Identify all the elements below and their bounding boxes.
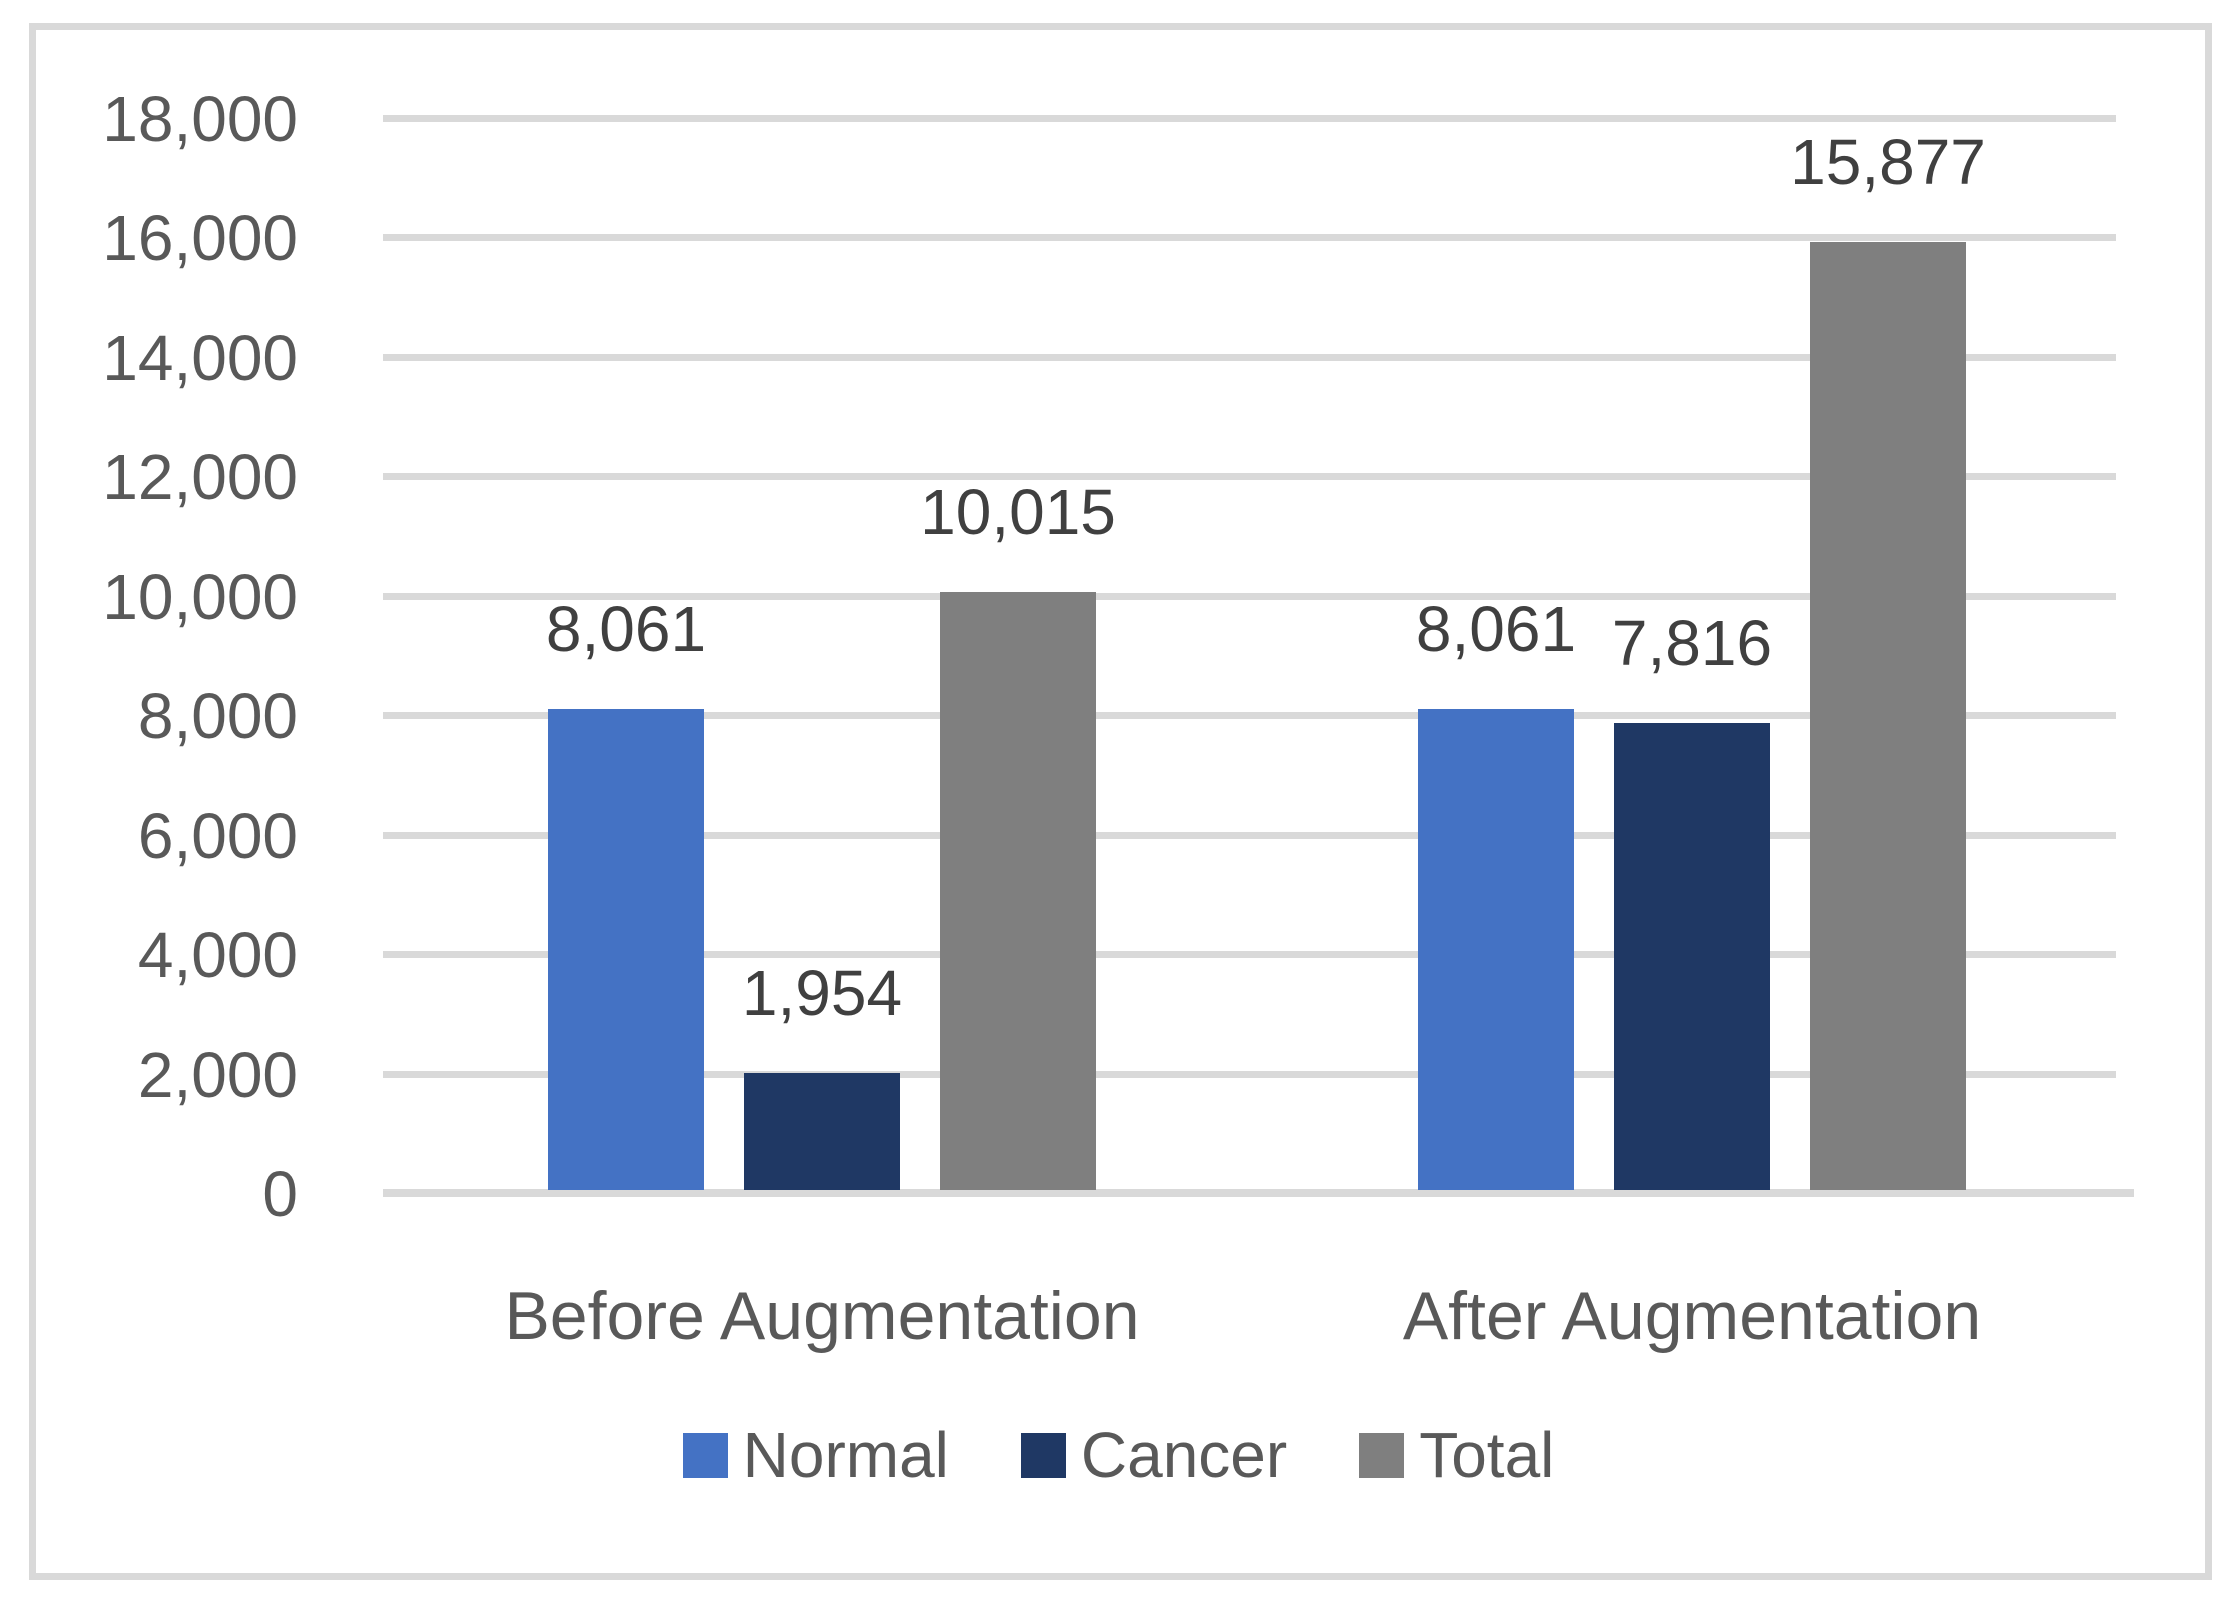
- legend-swatch-cancer-icon: [1020, 1432, 1066, 1478]
- legend-item-normal: Normal: [682, 1419, 949, 1491]
- bar-normal-1: [1418, 708, 1574, 1190]
- y-gridline: [383, 115, 2116, 123]
- data-label-total-0: 10,015: [920, 475, 1116, 548]
- y-gridline: [383, 712, 2116, 720]
- legend-item-cancer: Cancer: [1020, 1419, 1288, 1491]
- y-gridline: [383, 353, 2116, 361]
- data-label-normal-0: 8,061: [545, 592, 707, 665]
- bar-total-0: [940, 591, 1096, 1190]
- x-axis-line: [383, 1189, 2134, 1197]
- y-gridline: [383, 831, 2116, 839]
- bar-total-1: [1810, 241, 1966, 1190]
- y-axis-tick-label: 8,000: [137, 680, 298, 753]
- legend-item-total: Total: [1359, 1423, 1554, 1487]
- x-axis-category-label: Before Augmentation: [504, 1278, 1140, 1354]
- data-label-total-1: 15,877: [1790, 125, 1986, 198]
- legend-label-normal: Normal: [742, 1419, 949, 1491]
- y-gridline: [383, 234, 2116, 242]
- legend-label-cancer: Cancer: [1080, 1419, 1288, 1491]
- y-axis-tick-label: 4,000: [137, 919, 298, 992]
- bar-cancer-0: [744, 1073, 900, 1190]
- y-gridline: [383, 951, 2116, 959]
- y-gridline: [383, 473, 2116, 481]
- data-label-cancer-1: 7,816: [1611, 607, 1773, 680]
- data-label-cancer-0: 1,954: [741, 957, 903, 1030]
- y-gridline: [383, 1070, 2116, 1078]
- y-axis-tick-label: 10,000: [102, 560, 298, 633]
- x-axis-category-label: After Augmentation: [1402, 1278, 1982, 1354]
- y-axis-tick-label: 12,000: [102, 441, 298, 514]
- bar-cancer-1: [1614, 723, 1770, 1190]
- y-axis-tick-label: 16,000: [102, 202, 298, 275]
- y-axis-tick-label: 14,000: [102, 321, 298, 394]
- legend-swatch-normal-icon: [682, 1432, 728, 1478]
- legend: Normal Cancer Total: [0, 1420, 2237, 1490]
- y-axis-tick-label: 2,000: [137, 1038, 298, 1111]
- y-axis-tick-label: 6,000: [137, 799, 298, 872]
- data-label-normal-1: 8,061: [1415, 592, 1577, 665]
- y-axis-tick-label: 0: [262, 1158, 298, 1230]
- y-axis-tick-label: 18,000: [102, 83, 298, 156]
- legend-label-total: Total: [1419, 1419, 1555, 1491]
- y-gridline: [383, 592, 2116, 600]
- legend-swatch-total-icon: [1359, 1432, 1405, 1478]
- bar-normal-0: [548, 708, 704, 1190]
